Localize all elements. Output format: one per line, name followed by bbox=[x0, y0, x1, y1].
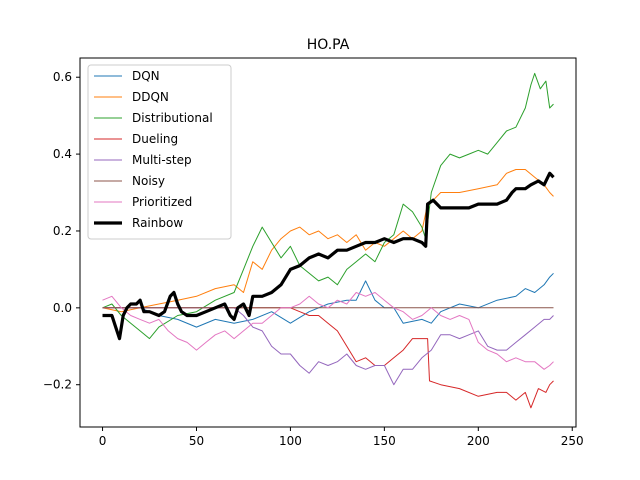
x-tick-label: 0 bbox=[99, 434, 107, 448]
legend-box bbox=[87, 64, 232, 240]
x-tick-label: 50 bbox=[189, 434, 204, 448]
x-tick-label: 200 bbox=[467, 434, 490, 448]
legend-label-prioritized: Prioritized bbox=[132, 195, 192, 209]
legend-label-dqn: DQN bbox=[132, 69, 160, 83]
plot-lines bbox=[102, 72, 555, 409]
series-line-rainbow bbox=[102, 171, 555, 341]
legend-label-rainbow: Rainbow bbox=[132, 216, 183, 230]
y-tick-label: 0.0 bbox=[53, 301, 72, 315]
series-line-distributional bbox=[102, 72, 554, 340]
series-line-dueling bbox=[102, 307, 554, 409]
y-tick-label: 0.6 bbox=[53, 70, 72, 84]
y-tick-label: 0.4 bbox=[53, 147, 72, 161]
legend-label-distributional: Distributional bbox=[132, 111, 213, 125]
axis-ticks: 0 50 100 150 200 250 −0.2 0.0 0.2 0.4 0.6 bbox=[43, 70, 584, 448]
x-tick-label: 250 bbox=[561, 434, 584, 448]
x-tick-label: 100 bbox=[279, 434, 302, 448]
series-line-multi-step bbox=[102, 307, 554, 386]
y-tick-label: 0.2 bbox=[53, 224, 72, 238]
legend-label-multi-step: Multi-step bbox=[132, 153, 192, 167]
y-tick-label: −0.2 bbox=[43, 378, 72, 392]
legend: DQN DDQN Distributional Dueling Multi-step No… bbox=[87, 64, 232, 240]
legend-label-ddqn: DDQN bbox=[132, 90, 169, 104]
series-line-ddqn bbox=[102, 169, 554, 313]
legend-label-dueling: Dueling bbox=[132, 132, 178, 146]
legend-label-noisy: Noisy bbox=[132, 174, 165, 188]
plot-frame bbox=[79, 57, 577, 428]
series-line-prioritized bbox=[102, 292, 554, 370]
x-tick-label: 150 bbox=[373, 434, 396, 448]
chart-title: HO.PA bbox=[307, 37, 350, 53]
series-line-dqn bbox=[102, 272, 554, 328]
